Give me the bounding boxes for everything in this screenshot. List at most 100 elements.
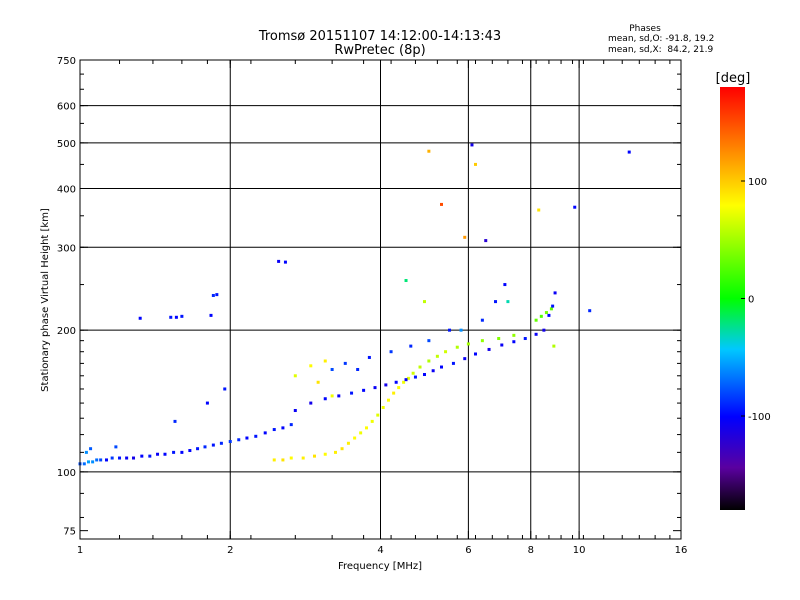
data-point bbox=[272, 428, 276, 432]
data-point bbox=[211, 443, 215, 447]
data-point bbox=[277, 259, 281, 263]
y-tick-label: 600 bbox=[57, 102, 76, 113]
data-point bbox=[413, 375, 417, 379]
data-point bbox=[394, 380, 398, 384]
x-tick-label: 8 bbox=[528, 545, 534, 556]
x-tick-label: 6 bbox=[465, 545, 471, 556]
data-point bbox=[163, 452, 167, 456]
data-points bbox=[78, 143, 631, 466]
data-point bbox=[370, 419, 374, 423]
data-point bbox=[549, 307, 553, 311]
data-point bbox=[283, 260, 287, 264]
data-point bbox=[118, 456, 122, 460]
colorbar-ticks: 100 0 -100 bbox=[741, 177, 771, 423]
data-point bbox=[427, 359, 431, 363]
data-point bbox=[440, 365, 444, 369]
data-point bbox=[512, 333, 516, 337]
data-point bbox=[466, 342, 470, 346]
data-point bbox=[89, 447, 93, 451]
data-point bbox=[473, 352, 477, 356]
data-point bbox=[333, 450, 337, 454]
data-point bbox=[211, 293, 215, 297]
data-point bbox=[627, 150, 631, 154]
data-point bbox=[219, 441, 223, 445]
data-point bbox=[343, 361, 347, 365]
data-point bbox=[463, 357, 467, 361]
data-point bbox=[534, 332, 538, 336]
data-point bbox=[254, 434, 258, 438]
data-point bbox=[547, 313, 551, 317]
axes: 1 2 4 6 8 10 16 75 100 200 300 400 500 600 750 bbox=[57, 56, 687, 556]
colorbar-tick-label: 100 bbox=[748, 177, 767, 188]
data-point bbox=[537, 208, 541, 212]
data-point bbox=[323, 359, 327, 363]
data-point bbox=[140, 454, 144, 458]
data-point bbox=[245, 436, 249, 440]
data-point bbox=[484, 239, 488, 243]
data-point bbox=[148, 454, 152, 458]
x-tick-label: 1 bbox=[77, 545, 83, 556]
data-point bbox=[281, 458, 285, 462]
data-point bbox=[263, 431, 267, 435]
data-point bbox=[409, 344, 413, 348]
y-tick-label: 100 bbox=[57, 468, 76, 479]
data-point bbox=[411, 371, 415, 375]
stats-header: Phases bbox=[629, 24, 661, 34]
data-point bbox=[173, 419, 177, 423]
data-point bbox=[406, 376, 410, 380]
data-point bbox=[448, 328, 452, 332]
data-point bbox=[431, 369, 435, 373]
data-point bbox=[87, 460, 91, 464]
data-point bbox=[534, 318, 538, 322]
data-point bbox=[367, 355, 371, 359]
data-point bbox=[500, 343, 504, 347]
data-point bbox=[365, 426, 369, 430]
data-point bbox=[588, 309, 592, 313]
data-point bbox=[138, 316, 142, 320]
data-point bbox=[223, 387, 227, 391]
x-tick-label: 10 bbox=[573, 545, 586, 556]
data-point bbox=[323, 452, 327, 456]
data-point bbox=[209, 313, 213, 317]
data-point bbox=[487, 347, 491, 351]
data-point bbox=[337, 394, 341, 398]
data-point bbox=[203, 445, 207, 449]
data-point bbox=[188, 449, 192, 453]
data-point bbox=[169, 315, 173, 319]
data-point bbox=[312, 454, 316, 458]
data-point bbox=[480, 318, 484, 322]
data-point bbox=[309, 401, 313, 405]
x-axis-label: Frequency [MHz] bbox=[338, 561, 422, 572]
data-point bbox=[91, 460, 95, 464]
data-point bbox=[228, 440, 232, 444]
data-point bbox=[180, 314, 184, 318]
data-point bbox=[494, 300, 498, 304]
colorbar-tick-label: -100 bbox=[748, 412, 771, 423]
data-point bbox=[99, 458, 103, 462]
data-point bbox=[470, 143, 474, 147]
data-point bbox=[451, 361, 455, 365]
data-point bbox=[281, 426, 285, 430]
data-point bbox=[373, 386, 377, 390]
data-point bbox=[444, 350, 448, 354]
data-point bbox=[110, 456, 114, 460]
data-point bbox=[172, 450, 176, 454]
data-point bbox=[473, 162, 477, 166]
data-point bbox=[330, 367, 334, 371]
data-point bbox=[376, 413, 380, 417]
data-point bbox=[95, 458, 99, 462]
data-point bbox=[427, 339, 431, 343]
y-tick-label: 300 bbox=[57, 243, 76, 254]
x-tick-label: 16 bbox=[675, 545, 688, 556]
data-point bbox=[309, 364, 313, 368]
data-point bbox=[463, 235, 467, 239]
colorbar-tick-label: 0 bbox=[748, 295, 754, 306]
colorbar bbox=[720, 87, 745, 510]
y-tick-label: 500 bbox=[57, 139, 76, 150]
data-point bbox=[512, 340, 516, 344]
data-point bbox=[272, 458, 276, 462]
chart-subtitle: RwPretec (8p) bbox=[334, 43, 425, 58]
data-point bbox=[573, 205, 577, 209]
data-point bbox=[330, 394, 334, 398]
data-point bbox=[132, 456, 136, 460]
